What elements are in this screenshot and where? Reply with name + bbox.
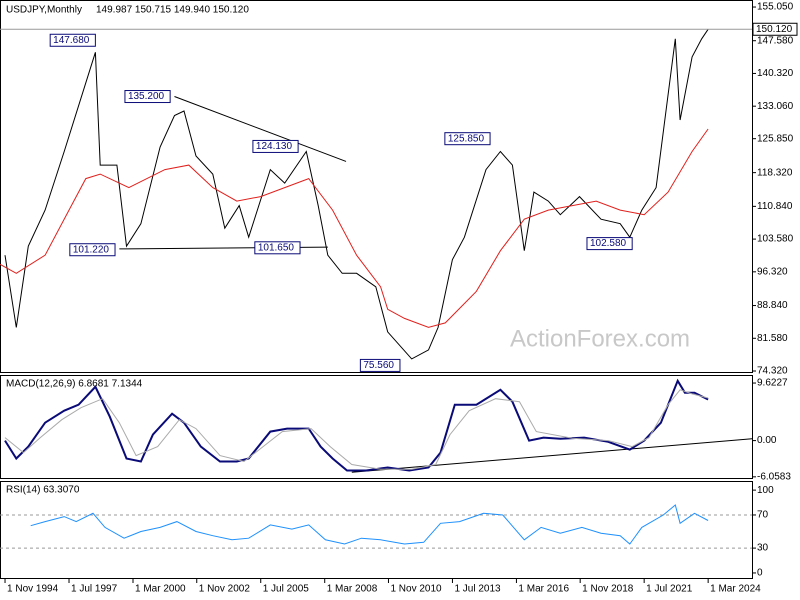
y-tick-label: 0 — [757, 568, 763, 579]
x-tick-label: 1 Nov 1994 — [7, 584, 59, 595]
y-tick-label: 30 — [757, 543, 769, 554]
y-tick-label: 110.840 — [757, 201, 793, 212]
y-tick-label: 74.320 — [757, 366, 788, 377]
trendline — [351, 438, 753, 473]
y-tick-label: 125.850 — [757, 133, 794, 144]
y-tick-label: 103.580 — [757, 234, 794, 245]
y-tick-label: 118.320 — [757, 167, 793, 178]
y-tick-label: 88.840 — [757, 300, 788, 311]
watermark: ActionForex.com — [510, 325, 690, 352]
x-tick-label: 1 Nov 2002 — [199, 584, 251, 595]
annotation-label: 102.580 — [590, 238, 627, 249]
y-tick-label: 96.320 — [757, 266, 788, 277]
macd-panel — [0, 375, 753, 479]
annotation-box — [49, 33, 96, 47]
price-panel — [0, 0, 753, 373]
last-price-box — [752, 22, 798, 36]
y-tick-label: 9.6227 — [757, 378, 788, 389]
chart-title: USDJPY,Monthly — [6, 5, 82, 16]
y-tick-label: 147.580 — [757, 35, 794, 46]
annotation-label: 147.680 — [53, 35, 90, 46]
x-tick-label: 1 Mar 2000 — [135, 584, 186, 595]
annotation-label: 124.130 — [256, 141, 293, 152]
x-tick-label: 1 Jul 1997 — [71, 584, 118, 595]
y-tick-label: 0.00 — [757, 435, 777, 446]
x-tick-label: 1 Mar 2008 — [327, 584, 378, 595]
x-tick-label: 1 Nov 2010 — [390, 584, 442, 595]
y-tick-label: -6.0583 — [757, 471, 791, 482]
x-tick-label: 1 Nov 2018 — [582, 584, 634, 595]
annotation-label: 125.850 — [448, 133, 485, 144]
annotation-label: 101.650 — [258, 242, 295, 253]
annotation-box — [252, 139, 299, 153]
y-tick-label: 140.320 — [757, 68, 794, 79]
annotation-box — [69, 243, 116, 257]
annotation-box — [124, 90, 171, 104]
x-tick-label: 1 Mar 2024 — [710, 584, 761, 595]
series-line — [0, 128, 709, 328]
series-line — [4, 389, 709, 470]
rsi-panel — [0, 481, 753, 579]
annotation-label: 135.200 — [128, 91, 165, 102]
series-line — [4, 29, 709, 360]
y-tick-label: 133.060 — [757, 101, 794, 112]
annotation-box — [254, 241, 301, 255]
series-line — [4, 378, 709, 472]
rsi-title: RSI(14) 63.3070 — [6, 485, 80, 496]
annotation-label: 75.560 — [363, 360, 394, 371]
macd-title: MACD(12,26,9) 6.8681 7.1344 — [6, 379, 143, 390]
y-tick-label: 81.580 — [757, 333, 788, 344]
last-price-label: 150.120 — [756, 24, 793, 35]
y-tick-label: 100 — [757, 485, 774, 496]
series-line — [30, 504, 709, 545]
x-tick-label: 1 Jul 2013 — [454, 584, 501, 595]
x-tick-label: 1 Jul 2005 — [263, 584, 310, 595]
annotation-box — [359, 358, 401, 372]
x-tick-label: 1 Jul 2021 — [646, 584, 693, 595]
y-tick-label: 70 — [757, 510, 769, 521]
y-tick-label: 155.050 — [757, 2, 794, 13]
trendline — [174, 96, 347, 162]
annotation-box — [444, 132, 491, 146]
annotation-label: 101.220 — [73, 244, 110, 255]
ohlc-values: 149.987 150.715 149.940 150.120 — [96, 5, 249, 16]
annotation-box — [586, 237, 633, 251]
x-tick-label: 1 Mar 2016 — [518, 584, 569, 595]
